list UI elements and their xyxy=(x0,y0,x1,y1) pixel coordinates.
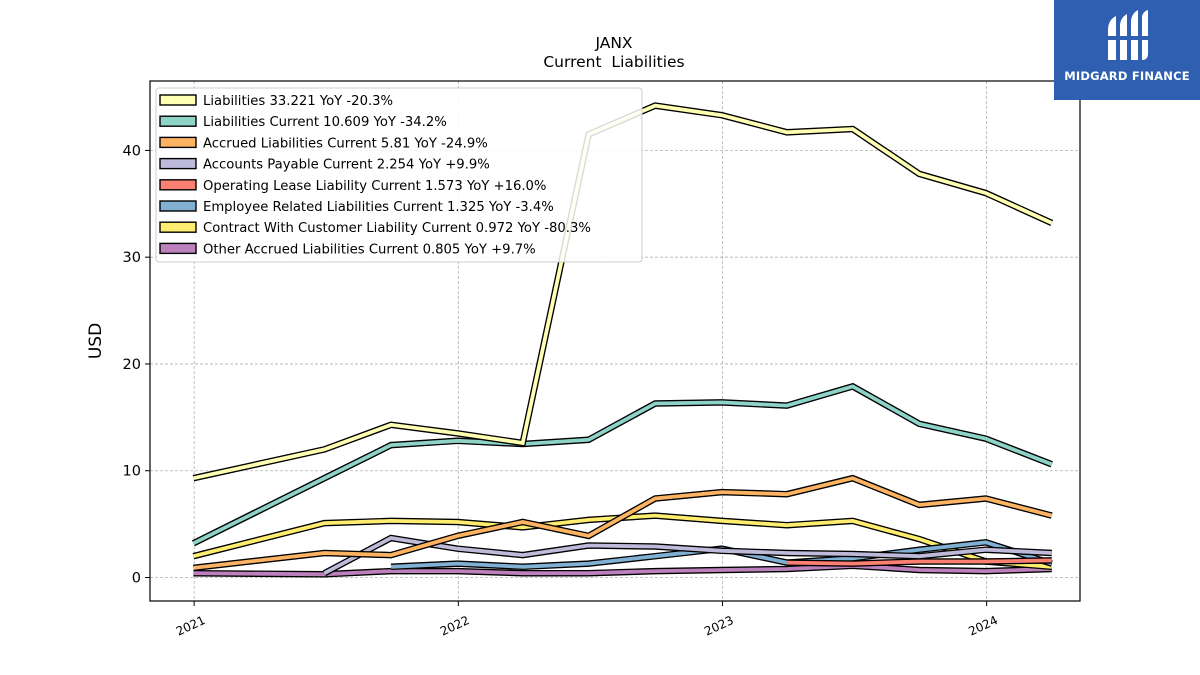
x-tick-label: 2023 xyxy=(702,613,736,639)
series-accounts-payable-current xyxy=(322,534,1052,577)
series-operating-lease-liability-current xyxy=(786,557,1052,567)
y-axis-label: USD xyxy=(86,323,106,359)
y-tick-label: 30 xyxy=(123,250,141,266)
x-tick-label: 2024 xyxy=(966,613,1000,639)
chart-title: JANX xyxy=(594,34,632,52)
legend-label: Liabilities Current 10.609 YoY -34.2% xyxy=(203,115,447,130)
series-lines xyxy=(191,102,1054,578)
series-line xyxy=(193,476,1053,570)
legend-swatch xyxy=(159,179,197,191)
legend-label: Operating Lease Liability Current 1.573 … xyxy=(203,179,546,194)
legend-swatch xyxy=(159,242,197,255)
chart-subtitle: Current Liabilities xyxy=(543,53,684,71)
legend-swatch xyxy=(159,157,197,170)
series-contract-with-customer-liability-current xyxy=(192,512,1053,571)
series-line xyxy=(192,384,1053,546)
plot-frame xyxy=(149,80,1081,602)
legend-label: Employee Related Liabilities Current 1.3… xyxy=(203,200,554,215)
legend-label: Accounts Payable Current 2.254 YoY +9.9% xyxy=(203,158,490,173)
y-tick-label: 20 xyxy=(123,357,141,373)
legend-label: Contract With Customer Liability Current… xyxy=(203,221,591,236)
x-tick-label: 2021 xyxy=(174,613,208,639)
series-line xyxy=(192,513,1052,569)
series-other-accrued-liabilities-current xyxy=(193,562,1052,578)
legend-swatch xyxy=(159,136,197,149)
series-liabilities-current xyxy=(191,382,1053,547)
legend-label: Accrued Liabilities Current 5.81 YoY -24… xyxy=(203,136,488,151)
brand-logo: MIDGARD FINANCE xyxy=(1054,0,1200,100)
y-tick-label: 10 xyxy=(123,464,141,480)
brand-name: MIDGARD FINANCE xyxy=(1064,69,1190,83)
y-tick-label: 0 xyxy=(132,571,141,587)
x-tick-label: 2022 xyxy=(438,613,472,639)
series-line xyxy=(786,558,1052,566)
legend-swatch xyxy=(159,221,197,233)
series-liabilities xyxy=(192,102,1054,482)
series-accrued-liabilities-current xyxy=(193,474,1053,572)
y-tick-label: 40 xyxy=(123,143,141,159)
midgard-logo-icon xyxy=(1106,10,1150,60)
legend-swatch xyxy=(159,94,197,106)
series-line xyxy=(323,536,1052,575)
series-line xyxy=(192,103,1053,481)
legend: Liabilities 33.221 YoY -20.3% Liabilities… xyxy=(155,87,643,263)
legend-label: Liabilities 33.221 YoY -20.3% xyxy=(203,94,393,109)
series-line xyxy=(193,563,1052,577)
legend-swatch xyxy=(159,115,197,127)
legend-label: Other Accrued Liabilities Current 0.805 … xyxy=(203,242,536,257)
legend-swatch xyxy=(159,200,197,212)
legend-box xyxy=(155,87,643,263)
